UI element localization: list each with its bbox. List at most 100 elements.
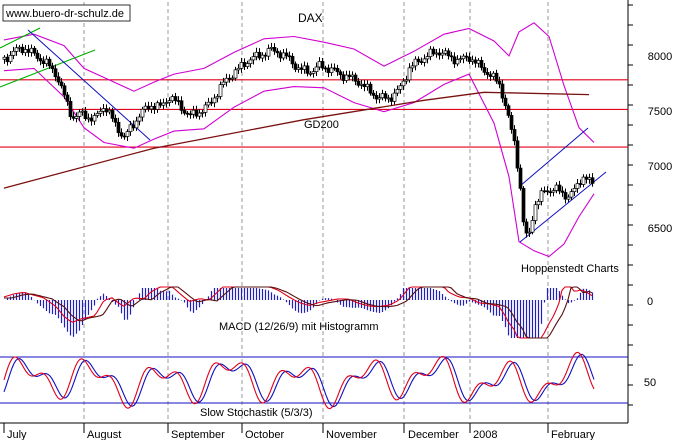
macd-signal-line [4, 286, 593, 339]
candle-body [359, 83, 364, 86]
x-tick-label-september: September [171, 429, 225, 440]
y-tick-label-7000: 7000 [648, 161, 672, 173]
candle-body [425, 56, 430, 60]
candle-body [473, 59, 478, 64]
candle-body [77, 111, 82, 117]
candle-body [419, 61, 424, 63]
candle-body [551, 190, 556, 193]
candle-body [308, 72, 313, 75]
candle-body [512, 129, 517, 142]
candle-body [503, 97, 508, 107]
candle-body [140, 108, 145, 118]
candle-body [455, 59, 460, 65]
candlestick-series [2, 42, 595, 238]
candle-body [452, 56, 457, 65]
candle-body [107, 109, 112, 113]
candle-body [374, 95, 379, 100]
candle-body [392, 92, 397, 102]
candle-body [167, 100, 172, 103]
candle-body [380, 93, 385, 99]
candle-body [287, 55, 292, 58]
candle-body [86, 117, 91, 120]
candle-body [383, 93, 388, 99]
green-trendline-lower [0, 49, 96, 88]
candle-body [356, 80, 361, 86]
candle-body [152, 105, 157, 110]
candle-body [209, 101, 214, 104]
bollinger-lower-band [3, 67, 595, 258]
candle-body [446, 50, 451, 57]
y-tick-label-7500: 7500 [648, 106, 672, 118]
candle-body [299, 67, 304, 70]
x-tick-label-2008: 2008 [473, 429, 497, 440]
candle-body [173, 96, 178, 101]
candle-body [443, 50, 448, 54]
candle-body [413, 58, 418, 67]
candle-body [560, 190, 565, 193]
candle-body [566, 196, 571, 200]
candle-body [320, 61, 325, 69]
candle-body [32, 47, 37, 54]
candle-body [278, 52, 283, 59]
candle-body [239, 62, 244, 69]
candle-body [245, 63, 250, 67]
candle-body [353, 74, 358, 82]
green-trendline-upper [0, 27, 41, 49]
candle-body [2, 56, 7, 60]
candle-body [533, 204, 538, 221]
candle-body [395, 89, 400, 94]
candle-body [470, 59, 475, 62]
candle-body [305, 65, 310, 74]
candle-body [269, 47, 274, 49]
blue-trendline-downtrend [27, 29, 151, 141]
candle-body [224, 77, 229, 83]
candle-body [188, 113, 193, 116]
candle-body [251, 56, 256, 61]
candle-body [389, 97, 394, 102]
candle-body [509, 115, 514, 130]
candle-body [110, 109, 115, 119]
candle-body [428, 48, 433, 57]
candle-body [230, 77, 235, 80]
candle-body [59, 81, 64, 87]
candle-body [284, 52, 289, 57]
candle-body [497, 80, 502, 85]
candle-body [338, 71, 343, 76]
y-tick-label-6500: 6500 [648, 223, 672, 235]
candle-body [221, 81, 226, 85]
stochastic-d-line [3, 353, 595, 408]
candle-body [89, 117, 94, 122]
candle-body [68, 101, 73, 117]
candle-body [206, 101, 211, 106]
candle-body [38, 58, 43, 62]
candle-body [524, 221, 529, 234]
candle-body [155, 102, 160, 110]
x-tick-label-august: August [87, 429, 121, 440]
candle-body [131, 124, 136, 129]
candle-body [521, 188, 526, 223]
candle-body [260, 54, 265, 59]
candle-body [41, 60, 46, 65]
candle-body [350, 74, 355, 78]
candle-body [29, 47, 34, 53]
candle-body [569, 191, 574, 198]
candle-body [347, 74, 352, 78]
candle-body [371, 92, 376, 96]
candle-body [317, 61, 322, 68]
candle-body [143, 105, 148, 110]
candle-body [134, 120, 139, 129]
candle-body [515, 140, 520, 169]
candle-body [257, 51, 262, 59]
candle-body [437, 52, 442, 56]
candle-body [584, 176, 589, 180]
candle-body [293, 63, 298, 70]
candle-body [176, 100, 181, 102]
candle-body [74, 116, 79, 119]
source-note: Hoppenstedt Charts [521, 263, 619, 275]
candle-body [326, 67, 331, 73]
candle-body [518, 167, 523, 189]
candle-body [233, 69, 238, 79]
candle-body [146, 105, 151, 110]
candle-body [80, 110, 85, 113]
